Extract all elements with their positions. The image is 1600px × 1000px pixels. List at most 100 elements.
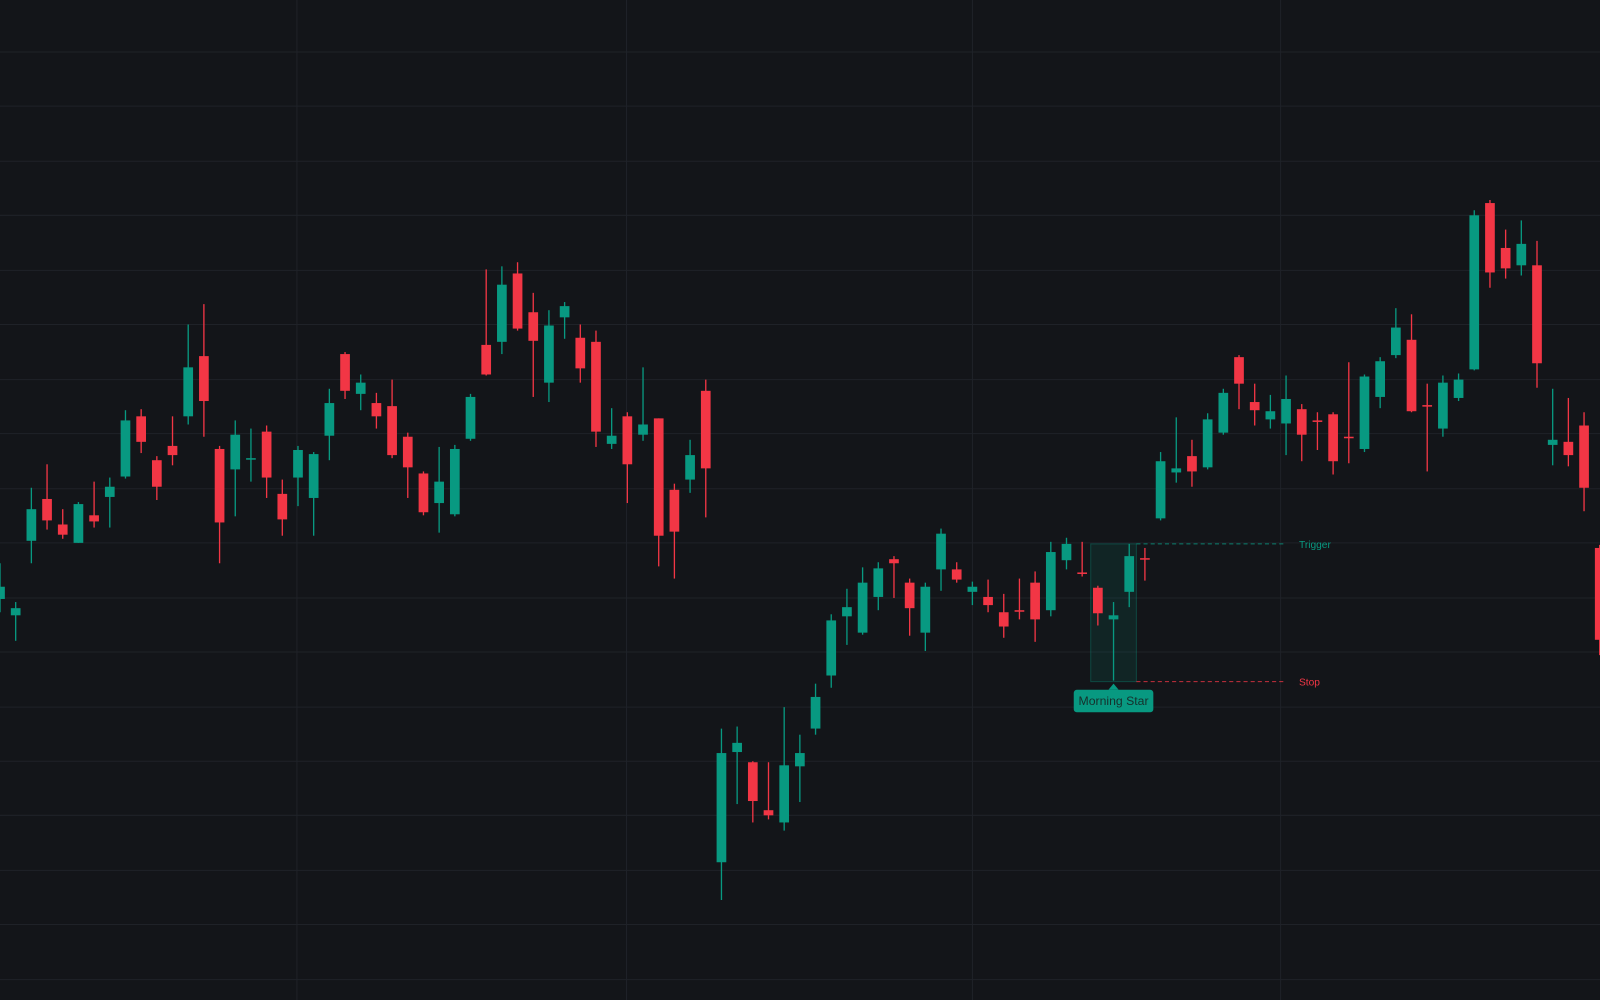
candle-body — [497, 284, 507, 342]
candle-body — [826, 620, 837, 676]
candle-body — [575, 337, 586, 369]
candle-body — [1218, 392, 1229, 433]
candle-body — [1391, 327, 1401, 356]
candle-body — [732, 742, 742, 753]
candle-body — [230, 434, 241, 470]
candle-body — [42, 498, 52, 521]
stop-label: Stop — [1299, 678, 1320, 689]
candle-body — [120, 420, 131, 477]
candle-body — [387, 406, 397, 456]
candle-body — [763, 810, 774, 816]
candle-body — [1249, 402, 1260, 411]
candle-body — [1077, 572, 1088, 574]
candle-body — [951, 569, 962, 580]
candle-body — [89, 515, 99, 522]
candle-body — [669, 489, 680, 532]
candle-body — [795, 753, 805, 767]
candle-body — [293, 450, 303, 478]
candle-body — [606, 435, 617, 444]
candle-body — [1296, 409, 1307, 435]
candle-body — [685, 455, 695, 480]
candle-body — [1202, 419, 1213, 468]
candle-body — [544, 325, 554, 383]
candle-body — [1343, 436, 1354, 439]
candle-body — [983, 596, 993, 606]
candle-body — [1453, 379, 1464, 398]
candle-body — [371, 403, 382, 417]
candle-body — [810, 696, 821, 729]
candle-body — [920, 586, 931, 633]
candle-body — [1093, 587, 1103, 614]
candle-body — [1328, 414, 1338, 462]
candle-body — [1234, 357, 1244, 384]
label-pointer — [1108, 683, 1119, 690]
candle-body — [104, 486, 115, 497]
candle-body — [1563, 441, 1574, 456]
candle-body — [1406, 339, 1417, 412]
candle-body — [889, 559, 899, 564]
candle-body — [1375, 361, 1386, 397]
candle-body — [700, 390, 711, 469]
candle-body — [857, 582, 868, 633]
candle-body — [324, 403, 335, 436]
candle-body — [465, 396, 476, 439]
candle-body — [434, 481, 444, 504]
candle-body — [1014, 610, 1025, 612]
candle-body — [559, 306, 570, 318]
candle-body — [151, 460, 162, 487]
candle-body — [1045, 552, 1056, 611]
candle-body — [73, 504, 84, 543]
candle-body — [1594, 547, 1600, 640]
candle-body — [779, 765, 790, 823]
candle-body — [904, 582, 915, 609]
candle-body — [1140, 558, 1150, 560]
pattern-label: Morning Star — [1079, 694, 1149, 708]
candle-body — [481, 344, 492, 375]
candle-body — [418, 473, 429, 513]
candle-body — [136, 416, 146, 442]
candle-body — [1422, 405, 1433, 407]
candle-body — [355, 382, 366, 394]
candle-body — [936, 533, 946, 570]
candle-body — [0, 586, 5, 599]
candle-body — [402, 436, 413, 468]
candle-body — [998, 612, 1009, 627]
candle-body — [1030, 582, 1040, 620]
candle-body — [57, 524, 68, 535]
candle-body — [1469, 215, 1480, 370]
vertical-grid — [296, 0, 1282, 1000]
candle-body — [214, 448, 225, 523]
candle-body — [591, 341, 601, 432]
candle-body — [1359, 376, 1370, 449]
candle-body — [1438, 382, 1448, 429]
candle-body — [167, 445, 178, 456]
candle-body — [340, 354, 350, 391]
candle-body — [638, 424, 648, 435]
candle-body — [1532, 265, 1542, 364]
candle-body — [622, 416, 633, 465]
candle-body — [1108, 615, 1119, 620]
candle-body — [528, 312, 539, 341]
candle-body — [1516, 243, 1527, 266]
candle-body — [308, 454, 319, 498]
candle-body — [967, 586, 978, 592]
candle-body — [1312, 420, 1323, 422]
candle-body — [716, 753, 727, 863]
trigger-label: Trigger — [1299, 540, 1331, 551]
candle-body — [449, 448, 460, 515]
candle-body — [1124, 556, 1135, 592]
candle-body — [1579, 425, 1589, 488]
candle-body — [1485, 203, 1495, 273]
candle-body — [1171, 468, 1182, 473]
candle-body — [1187, 456, 1197, 472]
candle-body — [1155, 461, 1166, 519]
candle-body — [1061, 543, 1072, 561]
candle-body — [10, 608, 21, 616]
candle-body — [277, 493, 288, 520]
candle-body — [246, 458, 256, 460]
pattern-label-box — [1073, 689, 1154, 713]
candle-body — [261, 431, 272, 478]
